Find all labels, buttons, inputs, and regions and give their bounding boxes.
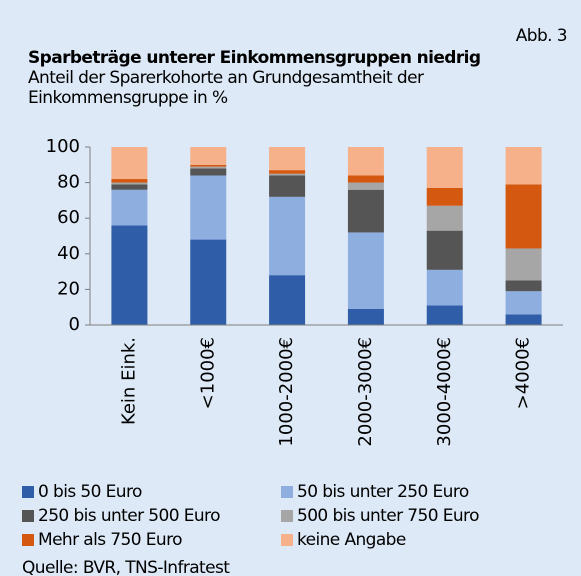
legend-label: 50 bis unter 250 Euro bbox=[297, 482, 469, 502]
bar-segment bbox=[426, 205, 463, 231]
bar-segment bbox=[111, 182, 148, 185]
y-tick-label: 40 bbox=[57, 243, 80, 264]
legend-label: 250 bis unter 500 Euro bbox=[38, 506, 220, 526]
legend-swatch bbox=[22, 534, 34, 546]
y-tick-label: 60 bbox=[57, 207, 80, 228]
bar-segment bbox=[347, 232, 384, 309]
bar-segment bbox=[190, 168, 227, 176]
bar-segment bbox=[505, 248, 542, 281]
bar-segment bbox=[111, 147, 148, 180]
bar-segment bbox=[347, 182, 384, 190]
bar-segment bbox=[111, 189, 148, 226]
bar-segment bbox=[347, 308, 384, 325]
bar-segment bbox=[347, 147, 384, 176]
bar-segment bbox=[505, 291, 542, 315]
y-tick-label: 80 bbox=[57, 172, 80, 193]
bar-segment bbox=[426, 269, 463, 306]
bar-segment bbox=[269, 173, 306, 176]
bar-segment bbox=[190, 147, 227, 165]
source: Quelle: BVR, TNS-Infratest bbox=[22, 558, 230, 576]
bar-segment bbox=[190, 239, 227, 325]
bar-segment bbox=[269, 196, 306, 276]
legend-label: 500 bis unter 750 Euro bbox=[297, 506, 479, 526]
bar-segment bbox=[190, 175, 227, 240]
legend-swatch bbox=[281, 510, 293, 522]
chart-title: Sparbeträge unterer Einkommensgruppen ni… bbox=[28, 48, 480, 68]
bar-segment bbox=[426, 230, 463, 270]
figure-number: Abb. 3 bbox=[516, 26, 567, 46]
bar-segment bbox=[505, 184, 542, 249]
legend-label: keine Angabe bbox=[297, 530, 406, 550]
bar-segment bbox=[347, 175, 384, 183]
bar-segment bbox=[269, 275, 306, 325]
legend-swatch bbox=[281, 534, 293, 546]
bar-segment bbox=[111, 225, 148, 325]
x-tick-label: Kein Eink. bbox=[118, 337, 139, 425]
bar-segment bbox=[505, 280, 542, 292]
chart-subtitle: Einkommensgruppe in % bbox=[28, 88, 228, 108]
legend-label: Mehr als 750 Euro bbox=[38, 530, 182, 550]
x-tick-label: 3000-4000€ bbox=[434, 337, 455, 447]
bar-segment bbox=[269, 147, 306, 171]
y-tick-label: 100 bbox=[46, 136, 80, 157]
bar-segment bbox=[111, 179, 148, 183]
y-tick-label: 0 bbox=[69, 314, 80, 335]
bar-segment bbox=[190, 164, 227, 167]
legend-swatch bbox=[281, 486, 293, 498]
legend-swatch bbox=[22, 486, 34, 498]
bar-segment bbox=[347, 189, 384, 233]
y-tick-label: 20 bbox=[57, 278, 80, 299]
bar-segment bbox=[111, 184, 148, 190]
x-tick-label: 1000-2000€ bbox=[276, 337, 297, 447]
x-tick-label: <1000€ bbox=[197, 337, 218, 409]
chart-subtitle: Anteil der Sparerkohorte an Grundgesamth… bbox=[28, 68, 424, 88]
bar-segment bbox=[190, 166, 227, 169]
bar-segment bbox=[426, 187, 463, 206]
legend-swatch bbox=[22, 510, 34, 522]
x-tick-label: >4000€ bbox=[513, 337, 534, 409]
bar-segment bbox=[505, 147, 542, 185]
bar-segment bbox=[505, 314, 542, 325]
legend-label: 0 bis 50 Euro bbox=[38, 482, 142, 502]
bar-segment bbox=[426, 305, 463, 325]
bar-segment bbox=[426, 147, 463, 188]
bar-segment bbox=[269, 170, 306, 174]
x-tick-label: 2000-3000€ bbox=[355, 337, 376, 447]
bar-segment bbox=[269, 175, 306, 197]
